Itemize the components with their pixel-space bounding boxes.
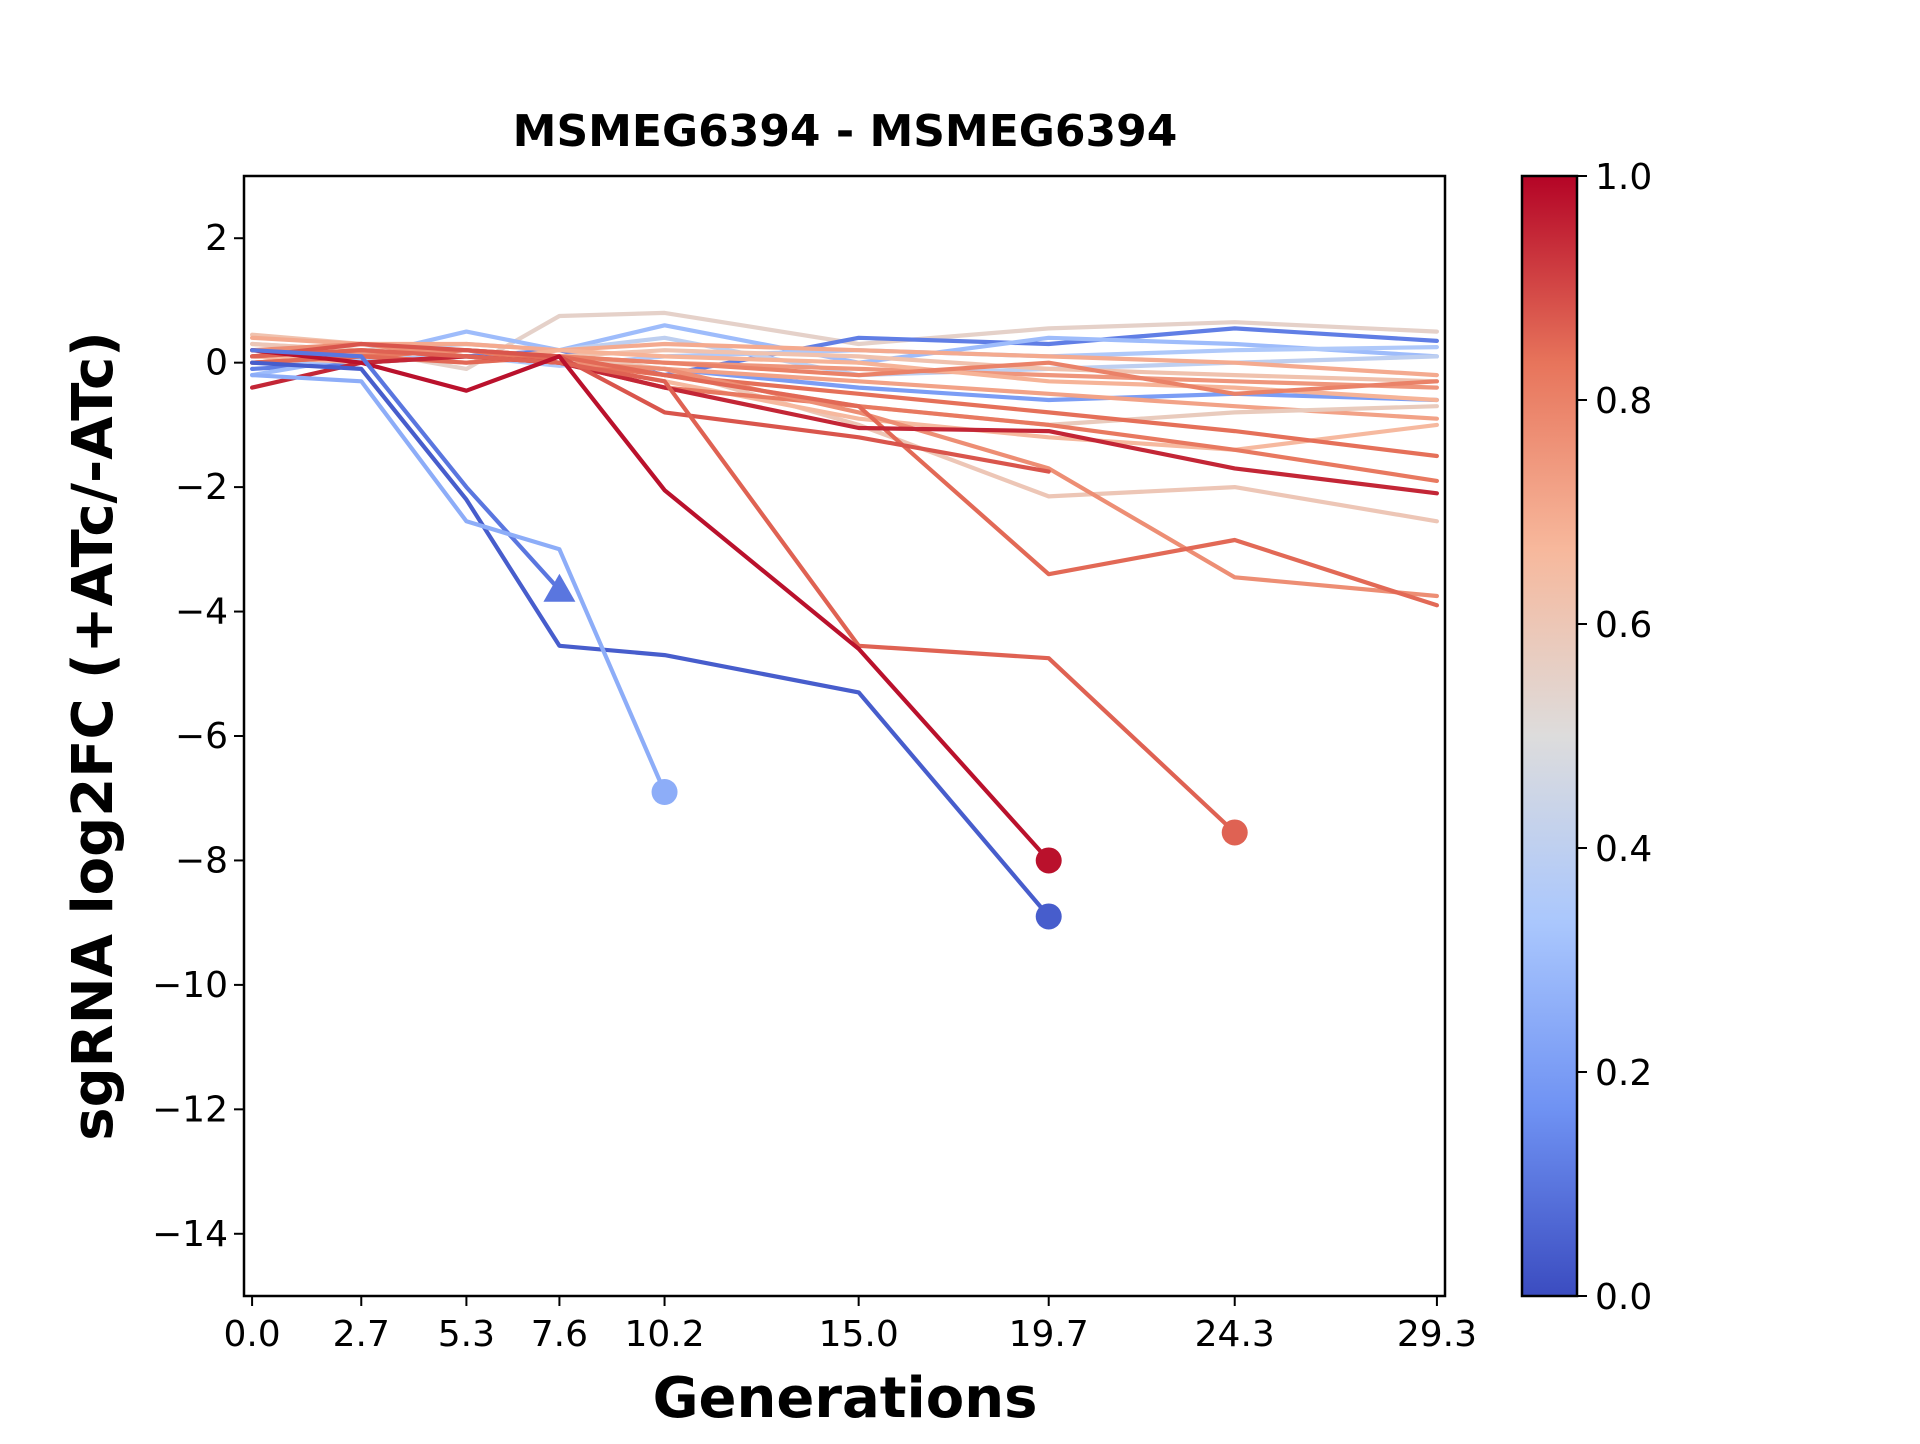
y-tick-label: −10 xyxy=(152,965,228,1006)
series-line-19 xyxy=(250,354,1440,496)
y-tick-label: −6 xyxy=(175,716,228,757)
series-line-24 xyxy=(250,348,562,592)
colorbar-tick-label: 0.0 xyxy=(1595,1277,1652,1318)
series-end-marker-22 xyxy=(1035,847,1062,874)
x-tick-label: 7.6 xyxy=(531,1314,588,1355)
marker-layer xyxy=(543,573,1248,930)
y-tick-label: −8 xyxy=(175,840,228,881)
colorbar-ticks: 0.0 0.2 0.4 0.6 0.8 1.0 xyxy=(1577,157,1652,1318)
x-axis: 0.0 2.7 5.3 7.6 10.2 15.0 19.7 24.3 29.3 xyxy=(223,1296,1477,1355)
series-layer xyxy=(250,310,1440,919)
y-tick-label: −2 xyxy=(175,467,228,508)
y-axis: 2 0 −2 −4 −6 −8 −10 −12 −14 xyxy=(152,218,244,1255)
x-tick-label: 15.0 xyxy=(819,1314,899,1355)
colorbar-tick-label: 0.4 xyxy=(1595,829,1652,870)
colorbar-tick-label: 1.0 xyxy=(1595,157,1652,198)
y-tick-label: 0 xyxy=(205,343,228,384)
x-tick-label: 24.3 xyxy=(1195,1314,1275,1355)
series-end-marker-24 xyxy=(543,573,576,602)
colorbar-tick-label: 0.8 xyxy=(1595,381,1652,422)
x-tick-label: 5.3 xyxy=(438,1314,495,1355)
series-end-marker-23 xyxy=(1035,903,1062,930)
chart-title: MSMEG6394 - MSMEG6394 xyxy=(513,106,1178,157)
x-axis-label: Generations xyxy=(653,1366,1038,1431)
series-line-22 xyxy=(250,348,1051,863)
series-line-21 xyxy=(250,348,1237,835)
x-tick-label: 10.2 xyxy=(624,1314,704,1355)
x-tick-label: 0.0 xyxy=(223,1314,280,1355)
series-end-marker-21 xyxy=(1221,819,1248,846)
x-tick-label: 29.3 xyxy=(1397,1314,1477,1355)
series-line-25 xyxy=(250,373,667,795)
colorbar-tick-label: 0.6 xyxy=(1595,605,1652,646)
series-end-marker-25 xyxy=(651,779,678,805)
x-tick-label: 2.7 xyxy=(333,1314,390,1355)
series-line-23 xyxy=(250,360,1051,919)
x-tick-label: 19.7 xyxy=(1009,1314,1089,1355)
colorbar-tick-label: 0.2 xyxy=(1595,1053,1652,1094)
colorbar-gradient xyxy=(1522,176,1577,1296)
colorbar: 0.0 0.2 0.4 0.6 0.8 1.0 xyxy=(1520,157,1652,1318)
colorbar-frame xyxy=(1520,174,1579,1298)
y-tick-label: −4 xyxy=(175,592,228,633)
y-tick-label: −14 xyxy=(152,1214,228,1255)
y-tick-label: −12 xyxy=(152,1089,228,1130)
y-tick-label: 2 xyxy=(205,218,228,259)
y-axis-label: sgRNA log2FC (+ATc/-ATc) xyxy=(61,331,126,1141)
